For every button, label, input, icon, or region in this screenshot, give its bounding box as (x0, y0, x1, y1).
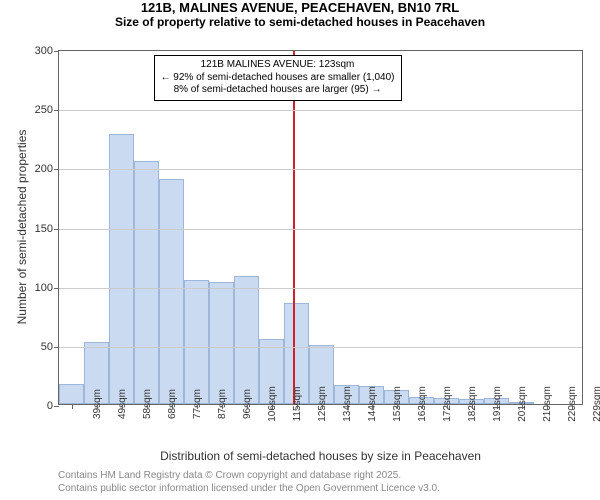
y-tick (54, 110, 59, 111)
annotation-line1: 121B MALINES AVENUE: 123sqm (161, 59, 395, 72)
bars-layer (59, 51, 582, 404)
histogram-bar (109, 134, 134, 404)
y-axis-label: Number of semi-detached properties (15, 117, 29, 337)
histogram-bar (134, 161, 159, 404)
grid-line (59, 169, 582, 170)
histogram-bar (209, 282, 234, 404)
attribution-line1: Contains HM Land Registry data © Crown c… (58, 469, 440, 482)
chart-title: 121B, MALINES AVENUE, PEACEHAVEN, BN10 7… (0, 0, 600, 15)
y-tick (54, 347, 59, 348)
attribution-line2: Contains public sector information licen… (58, 482, 440, 495)
x-axis-label: Distribution of semi-detached houses by … (58, 449, 583, 463)
chart-container: 121B, MALINES AVENUE, PEACEHAVEN, BN10 7… (0, 0, 600, 500)
y-tick (54, 229, 59, 230)
y-tick (54, 51, 59, 52)
plot-area: 121B MALINES AVENUE: 123sqm ← 92% of sem… (58, 50, 583, 405)
x-tick-label: 229sqm (572, 386, 600, 422)
histogram-bar (234, 276, 259, 404)
attribution-text: Contains HM Land Registry data © Crown c… (58, 469, 440, 495)
property-marker-line (293, 51, 295, 404)
annotation-line2: ← 92% of semi-detached houses are smalle… (161, 72, 395, 85)
annotation-box: 121B MALINES AVENUE: 123sqm ← 92% of sem… (154, 55, 402, 101)
grid-line (59, 229, 582, 230)
histogram-bar (159, 179, 184, 404)
y-tick (54, 169, 59, 170)
y-tick (54, 288, 59, 289)
y-tick (54, 406, 59, 407)
annotation-line3: 8% of semi-detached houses are larger (9… (161, 84, 395, 97)
histogram-bar (184, 280, 209, 404)
grid-line (59, 347, 582, 348)
chart-subtitle: Size of property relative to semi-detach… (0, 15, 600, 29)
grid-line (59, 288, 582, 289)
grid-line (59, 110, 582, 111)
